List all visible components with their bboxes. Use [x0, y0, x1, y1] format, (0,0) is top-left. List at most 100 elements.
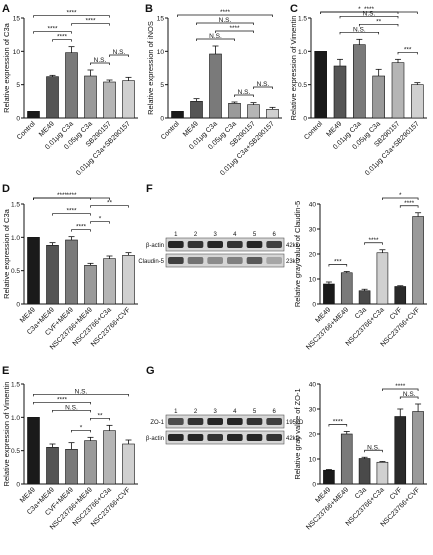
bar — [358, 290, 371, 305]
significance-bracket — [339, 15, 399, 19]
blot-strip — [165, 237, 285, 252]
bar — [394, 416, 407, 485]
significance-label: N.S. — [257, 81, 270, 88]
significance-label: N.S. — [238, 89, 251, 96]
blot-strip — [165, 430, 285, 445]
significance-bracket — [382, 197, 419, 200]
category-label: ME49 — [326, 120, 344, 138]
blot-band — [207, 257, 223, 264]
bar — [122, 80, 135, 119]
significance-bracket — [320, 11, 418, 14]
significance-bracket — [90, 221, 110, 224]
significance-bracket — [90, 417, 110, 421]
lane-number: 3 — [213, 232, 217, 238]
significance-label: * — [399, 192, 402, 199]
significance-bracket — [33, 393, 129, 397]
significance-label: **** — [368, 237, 379, 244]
bar — [340, 272, 353, 305]
blot-band — [168, 418, 184, 425]
bar — [333, 65, 347, 119]
bar — [27, 417, 40, 485]
y-tick-label: 0 — [303, 116, 307, 123]
panel-letter-d: D — [2, 183, 10, 195]
blot-band — [227, 418, 243, 425]
category-label: C3a — [354, 306, 368, 320]
bar — [46, 76, 59, 119]
bar — [46, 245, 59, 305]
lane-number: 4 — [233, 232, 237, 238]
significance-bracket — [328, 264, 348, 267]
blot-band — [266, 241, 282, 248]
category-label: ME49 — [38, 120, 56, 138]
y-tick-label: 40 — [309, 382, 317, 389]
blot-band — [187, 418, 204, 425]
bar — [84, 265, 97, 305]
bar — [209, 53, 222, 119]
significance-bracket — [177, 14, 273, 17]
bar — [247, 104, 260, 119]
bar — [376, 252, 389, 305]
lane-number: 6 — [272, 232, 276, 238]
y-tick-label: 1.5 — [11, 382, 20, 389]
bar — [84, 440, 97, 485]
significance-label: **** — [66, 208, 77, 215]
blot-band — [246, 434, 263, 441]
significance-bracket — [90, 62, 110, 65]
significance-bracket — [33, 31, 72, 34]
blot-row-label: Claudin-5 — [138, 259, 164, 265]
significance-label: N.S. — [367, 444, 380, 451]
significance-label: **** — [404, 200, 415, 207]
blot-band — [227, 257, 243, 264]
significance-label: **** — [66, 192, 77, 199]
lane-number: 1 — [174, 232, 178, 238]
y-axis-label: Relative expression of iNOS — [146, 21, 155, 115]
blot-band — [187, 241, 204, 248]
panel-letter-c: C — [290, 3, 298, 15]
chart-F: 0 10 20 30 40 Relative gray value of Claudin-… — [293, 192, 427, 351]
significance-bracket — [328, 424, 348, 427]
blot-band — [187, 434, 204, 441]
blot-band — [266, 434, 282, 441]
y-tick-label: 5 — [160, 82, 164, 89]
blot-size-label: 42kD — [286, 436, 301, 442]
panel-letter-a: A — [2, 3, 10, 15]
y-tick-label: 40 — [309, 202, 317, 209]
significance-label: **** — [76, 224, 87, 231]
significance-label: * — [99, 216, 102, 223]
y-tick-label: 30 — [309, 407, 317, 414]
significance-label: N.S. — [209, 33, 222, 40]
y-tick-label: 0 — [312, 302, 316, 309]
significance-label: ** — [97, 412, 103, 419]
significance-label: **** — [57, 34, 68, 41]
significance-label: *** — [334, 259, 342, 266]
bar — [103, 430, 116, 485]
significance-label: **** — [395, 383, 406, 390]
blot-band — [266, 257, 282, 264]
significance-label: N.S. — [65, 404, 78, 411]
bar — [65, 449, 78, 485]
significance-bracket — [364, 449, 383, 453]
significance-bracket — [382, 388, 419, 391]
bar — [394, 286, 407, 305]
y-tick-label: 0.5 — [298, 82, 307, 89]
bar — [411, 84, 424, 119]
significance-bracket — [71, 429, 91, 433]
significance-bracket — [399, 205, 419, 208]
western-blot-G: 1 2 3 4 5 6 ZO-1 195kD β-actin 42kD — [146, 409, 304, 445]
significance-label: **** — [333, 419, 344, 426]
y-axis-label: Relative gray value of Claudin-5 — [293, 201, 302, 307]
bar — [323, 469, 335, 485]
y-tick-label: 1.5 — [11, 202, 20, 209]
blot-band — [246, 241, 263, 248]
blot-band — [266, 418, 282, 425]
blot-band — [246, 418, 263, 425]
bar — [323, 283, 335, 305]
lane-number: 2 — [194, 232, 198, 238]
significance-bracket — [90, 205, 129, 208]
y-tick-label: 20 — [309, 252, 317, 259]
bar — [228, 103, 241, 119]
y-tick-label: 15 — [157, 16, 165, 23]
